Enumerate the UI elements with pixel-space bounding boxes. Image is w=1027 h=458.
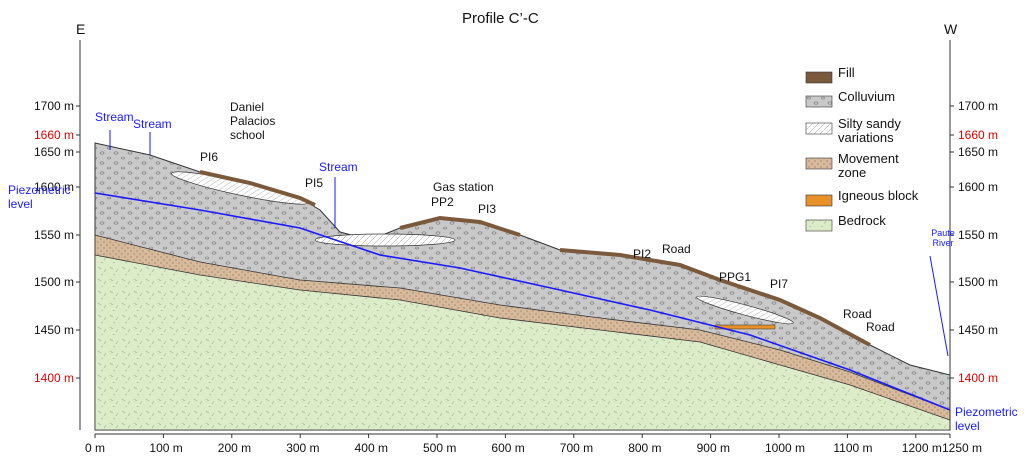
title: Profile C’-C [462,12,539,26]
distance-label: 1250 m [942,441,982,455]
elevation-label: 1400 m [958,371,998,385]
annotation: Piezometric level [8,183,68,211]
annotation: PP2 [431,195,454,209]
distance-label: 400 m [355,441,383,455]
elevation-label: 1660 m [22,128,74,142]
distance-label: 800 m [628,441,656,455]
leader [930,256,948,356]
profile-diagram: Profile C’-C E W 1700 m 1700 m 1660 m 1660 m 16… [0,0,1027,458]
annotation: PI7 [770,277,788,291]
elevation-label: 1500 m [22,275,74,289]
annotation: Road [662,242,691,256]
annotation: PI5 [305,176,323,190]
elevation-label: 1700 m [22,99,74,113]
legend-swatch [806,195,832,206]
legend-label: Fill [838,66,928,80]
elevation-label: 1500 m [958,275,998,289]
elevation-label: 1450 m [22,323,74,337]
distance-label: 300 m [286,441,314,455]
elevation-label: 1650 m [22,145,74,159]
elevation-label: 1700 m [958,99,998,113]
legend-swatch [806,220,832,231]
elevation-label: 1550 m [22,228,74,242]
annotation: Daniel Palacios school [230,100,282,142]
annotation: PI2 [633,247,651,261]
elevation-label: 1650 m [958,145,998,159]
legend-label: Igneous block [838,189,928,203]
legend-label: Movement zone [838,152,928,180]
legend-swatch [806,72,832,83]
annotation: PI3 [478,202,496,216]
annotation: Stream [133,117,172,131]
distance-label: 700 m [560,441,588,455]
distance-label: 1100 m [833,441,861,455]
distance-label: 1000 m [765,441,793,455]
legend-swatch [806,96,832,107]
distance-label: 200 m [218,441,246,455]
elevation-label: 1550 m [958,228,998,242]
annotation: Stream [95,110,134,124]
legend-label: Silty sandy variations [838,117,928,145]
legend-label: Bedrock [838,214,928,228]
annotation: PI6 [200,150,218,164]
legend-swatch [806,158,832,169]
annotation: Stream [319,160,358,174]
distance-label: 500 m [423,441,451,455]
annotation: Road [866,320,895,334]
annotation: Piezometric level [955,405,1025,433]
end-label: E [76,22,85,36]
annotation: Gas station [433,180,494,194]
legend-swatch [806,123,832,134]
elevation-label: 1450 m [958,323,998,337]
distance-label: 100 m [149,441,177,455]
distance-label: 600 m [491,441,519,455]
elevation-label: 1400 m [22,371,74,385]
end-label: W [944,22,957,36]
annotation: PPG1 [719,270,751,284]
distance-label: 0 m [81,441,109,455]
distance-label: 1200 m [902,441,930,455]
legend-label: Colluvium [838,90,928,104]
distance-label: 900 m [697,441,725,455]
annotation: Paute River [928,228,958,248]
elevation-label: 1660 m [958,128,998,142]
annotation: Road [843,307,872,321]
elevation-label: 1600 m [958,180,998,194]
